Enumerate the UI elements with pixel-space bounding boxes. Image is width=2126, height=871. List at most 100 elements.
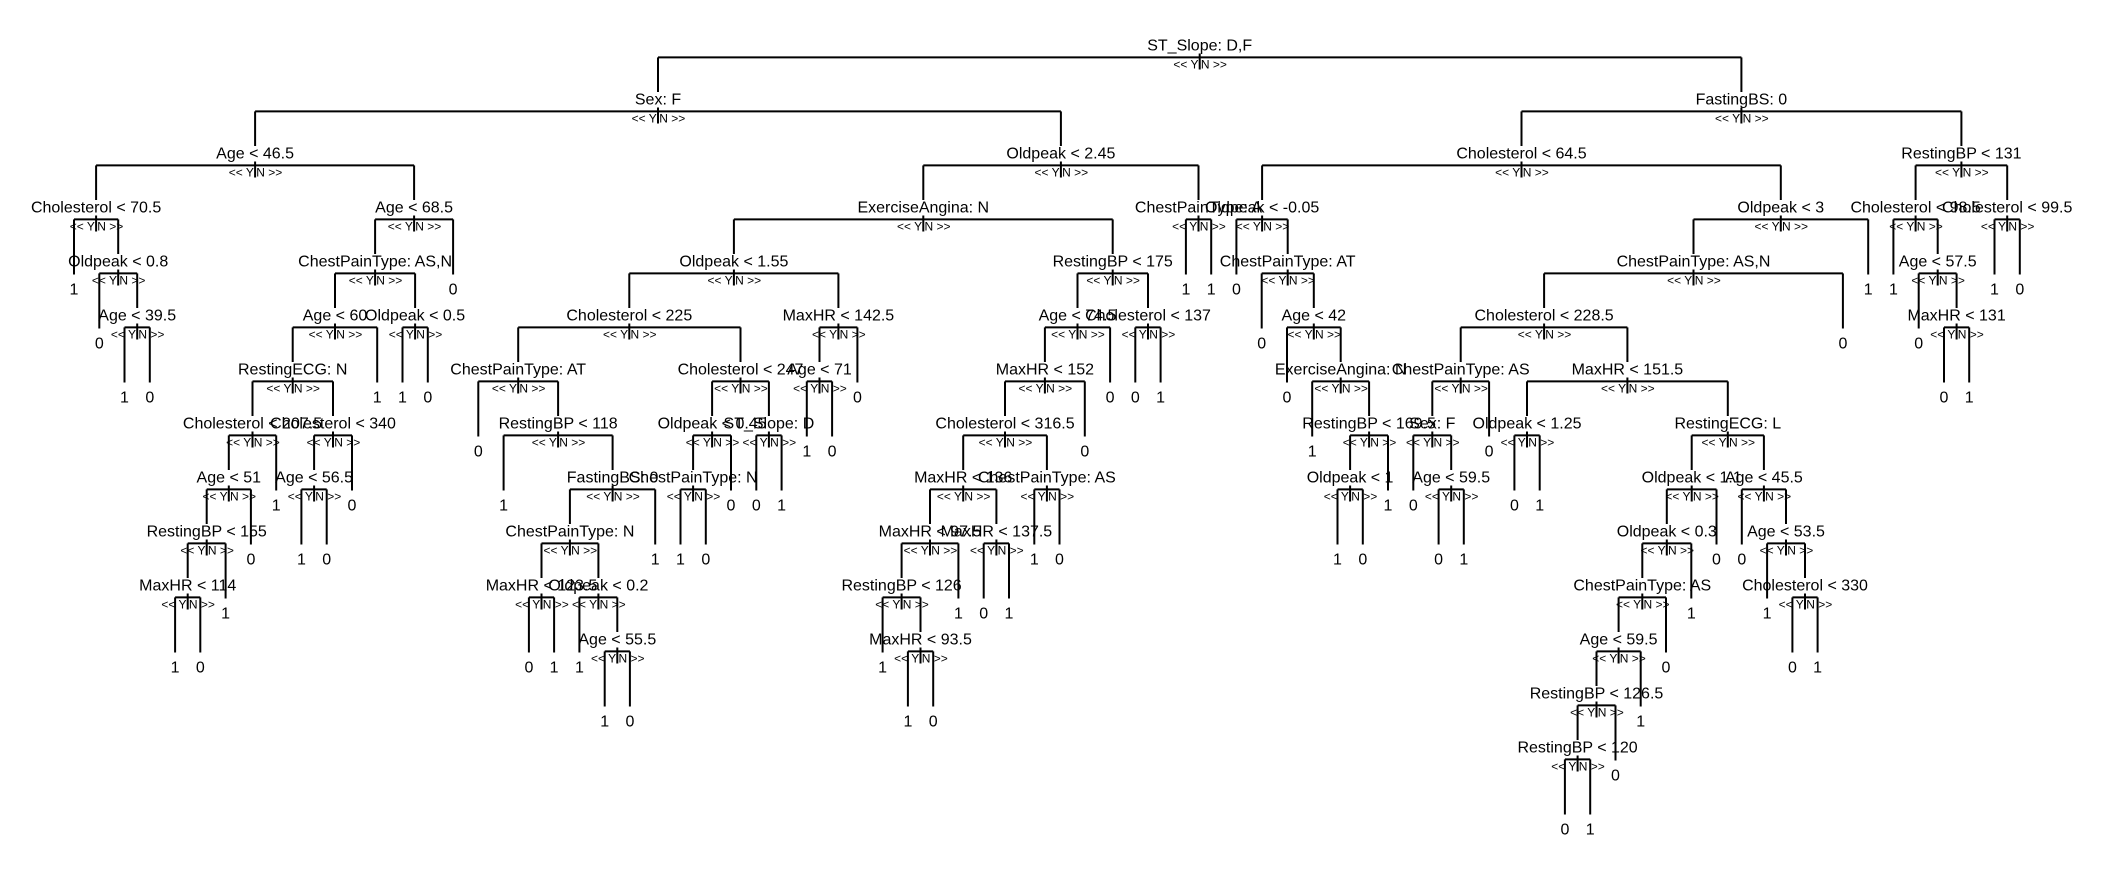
svg-text:RestingBP < 155: RestingBP < 155 bbox=[147, 524, 267, 541]
svg-text:N >>: N >> bbox=[1046, 382, 1072, 396]
svg-text:<< Y: << Y bbox=[686, 436, 711, 450]
svg-text:N >>: N >> bbox=[543, 598, 569, 612]
svg-text:Age < 74.5: Age < 74.5 bbox=[1039, 308, 1117, 325]
svg-text:N >>: N >> bbox=[998, 544, 1024, 558]
svg-text:0: 0 bbox=[1106, 390, 1115, 407]
svg-text:<< Y: << Y bbox=[1236, 220, 1261, 234]
svg-text:0: 0 bbox=[828, 444, 837, 461]
svg-text:1: 1 bbox=[1333, 552, 1342, 569]
svg-text:N >>: N >> bbox=[230, 490, 256, 504]
svg-text:N >>: N >> bbox=[376, 274, 402, 288]
svg-text:0: 0 bbox=[348, 498, 357, 515]
svg-text:<< Y: << Y bbox=[1551, 760, 1576, 774]
svg-text:<< Y: << Y bbox=[1314, 382, 1339, 396]
svg-text:0: 0 bbox=[145, 390, 154, 407]
svg-text:Age < 45.5: Age < 45.5 bbox=[1725, 470, 1803, 487]
svg-text:<< Y: << Y bbox=[389, 328, 414, 342]
svg-text:Oldpeak < 0.45: Oldpeak < 0.45 bbox=[658, 416, 767, 433]
svg-text:<< Y: << Y bbox=[937, 490, 962, 504]
svg-text:N >>: N >> bbox=[1963, 166, 1989, 180]
svg-text:0: 0 bbox=[196, 660, 205, 677]
svg-text:Age < 59.5: Age < 59.5 bbox=[1412, 470, 1490, 487]
svg-text:Age < 39.5: Age < 39.5 bbox=[98, 308, 176, 325]
svg-text:N >>: N >> bbox=[1006, 436, 1032, 450]
svg-text:<< Y: << Y bbox=[667, 490, 692, 504]
svg-text:Age < 68.5: Age < 68.5 bbox=[375, 200, 453, 217]
svg-text:1: 1 bbox=[550, 660, 559, 677]
svg-text:N >>: N >> bbox=[1693, 490, 1719, 504]
svg-text:Age < 55.5: Age < 55.5 bbox=[578, 632, 656, 649]
svg-text:N >>: N >> bbox=[208, 544, 234, 558]
svg-text:<< Y: << Y bbox=[161, 598, 186, 612]
svg-text:1: 1 bbox=[651, 552, 660, 569]
svg-text:Age < 56.5: Age < 56.5 bbox=[275, 470, 353, 487]
svg-text:N >>: N >> bbox=[931, 544, 957, 558]
svg-text:N >>: N >> bbox=[1939, 274, 1965, 288]
svg-text:Cholesterol < 64.5: Cholesterol < 64.5 bbox=[1456, 146, 1586, 163]
svg-text:0: 0 bbox=[1232, 282, 1241, 299]
svg-text:N >>: N >> bbox=[1958, 328, 1984, 342]
svg-text:0: 0 bbox=[1712, 552, 1721, 569]
svg-text:1: 1 bbox=[777, 498, 786, 515]
svg-text:N >>: N >> bbox=[1579, 760, 1605, 774]
svg-text:<< Y: << Y bbox=[492, 382, 517, 396]
svg-text:N >>: N >> bbox=[659, 112, 685, 126]
svg-text:Oldpeak < 1.55: Oldpeak < 1.55 bbox=[679, 254, 788, 271]
svg-text:<< Y: << Y bbox=[1911, 274, 1936, 288]
svg-text:<< Y: << Y bbox=[1665, 490, 1690, 504]
svg-text:ChestPainType: AS,N: ChestPainType: AS,N bbox=[1617, 254, 1771, 271]
svg-text:<< Y: << Y bbox=[1019, 382, 1044, 396]
svg-text:1: 1 bbox=[1965, 390, 1974, 407]
svg-text:0: 0 bbox=[727, 498, 736, 515]
svg-text:N >>: N >> bbox=[1917, 220, 1943, 234]
svg-text:<< Y: << Y bbox=[1035, 166, 1060, 180]
svg-text:1: 1 bbox=[575, 660, 584, 677]
svg-text:<< Y: << Y bbox=[904, 544, 929, 558]
svg-text:1: 1 bbox=[1586, 822, 1595, 839]
svg-text:N >>: N >> bbox=[1149, 328, 1175, 342]
svg-text:<< Y: << Y bbox=[1935, 166, 1960, 180]
svg-text:Cholesterol < 228.5: Cholesterol < 228.5 bbox=[1474, 308, 1613, 325]
svg-text:<< Y: << Y bbox=[1715, 112, 1740, 126]
svg-text:1: 1 bbox=[171, 660, 180, 677]
svg-text:<< Y: << Y bbox=[544, 544, 569, 558]
svg-text:N >>: N >> bbox=[770, 436, 796, 450]
svg-text:Cholesterol < 247: Cholesterol < 247 bbox=[678, 362, 804, 379]
svg-text:<< Y: << Y bbox=[1261, 274, 1286, 288]
svg-text:N >>: N >> bbox=[1620, 652, 1646, 666]
svg-text:N >>: N >> bbox=[1695, 274, 1721, 288]
svg-text:0: 0 bbox=[1358, 552, 1367, 569]
svg-text:N >>: N >> bbox=[1523, 166, 1549, 180]
svg-text:1: 1 bbox=[1459, 552, 1468, 569]
svg-text:N >>: N >> bbox=[97, 220, 123, 234]
svg-text:0: 0 bbox=[524, 660, 533, 677]
svg-text:N >>: N >> bbox=[1342, 382, 1368, 396]
svg-text:Age < 71: Age < 71 bbox=[787, 362, 852, 379]
svg-text:RestingBP < 120: RestingBP < 120 bbox=[1517, 740, 1637, 757]
svg-text:N >>: N >> bbox=[1263, 220, 1289, 234]
svg-text:<< Y: << Y bbox=[111, 328, 136, 342]
svg-text:Age < 57.5: Age < 57.5 bbox=[1899, 254, 1977, 271]
svg-text:N >>: N >> bbox=[964, 490, 990, 504]
svg-text:N >>: N >> bbox=[735, 274, 761, 288]
svg-text:0: 0 bbox=[1560, 822, 1569, 839]
svg-text:1: 1 bbox=[221, 606, 230, 623]
svg-text:N >>: N >> bbox=[119, 274, 145, 288]
svg-text:0: 0 bbox=[1485, 444, 1494, 461]
svg-text:<< Y: << Y bbox=[632, 112, 657, 126]
svg-text:N >>: N >> bbox=[1806, 598, 1832, 612]
svg-text:N >>: N >> bbox=[571, 544, 597, 558]
svg-text:0: 0 bbox=[1257, 336, 1266, 353]
svg-text:1: 1 bbox=[1813, 660, 1822, 677]
svg-text:<< Y: << Y bbox=[1701, 436, 1726, 450]
svg-text:<< Y: << Y bbox=[1616, 598, 1641, 612]
svg-text:N >>: N >> bbox=[1079, 328, 1105, 342]
svg-text:1: 1 bbox=[1636, 714, 1645, 731]
svg-text:N >>: N >> bbox=[1729, 436, 1755, 450]
svg-text:1: 1 bbox=[1308, 444, 1317, 461]
svg-text:N >>: N >> bbox=[1668, 544, 1694, 558]
svg-text:<< Y: << Y bbox=[1172, 220, 1197, 234]
svg-text:ST_Slope: D: ST_Slope: D bbox=[724, 416, 815, 433]
svg-text:N >>: N >> bbox=[1315, 328, 1341, 342]
svg-text:Sex: F: Sex: F bbox=[635, 92, 681, 109]
